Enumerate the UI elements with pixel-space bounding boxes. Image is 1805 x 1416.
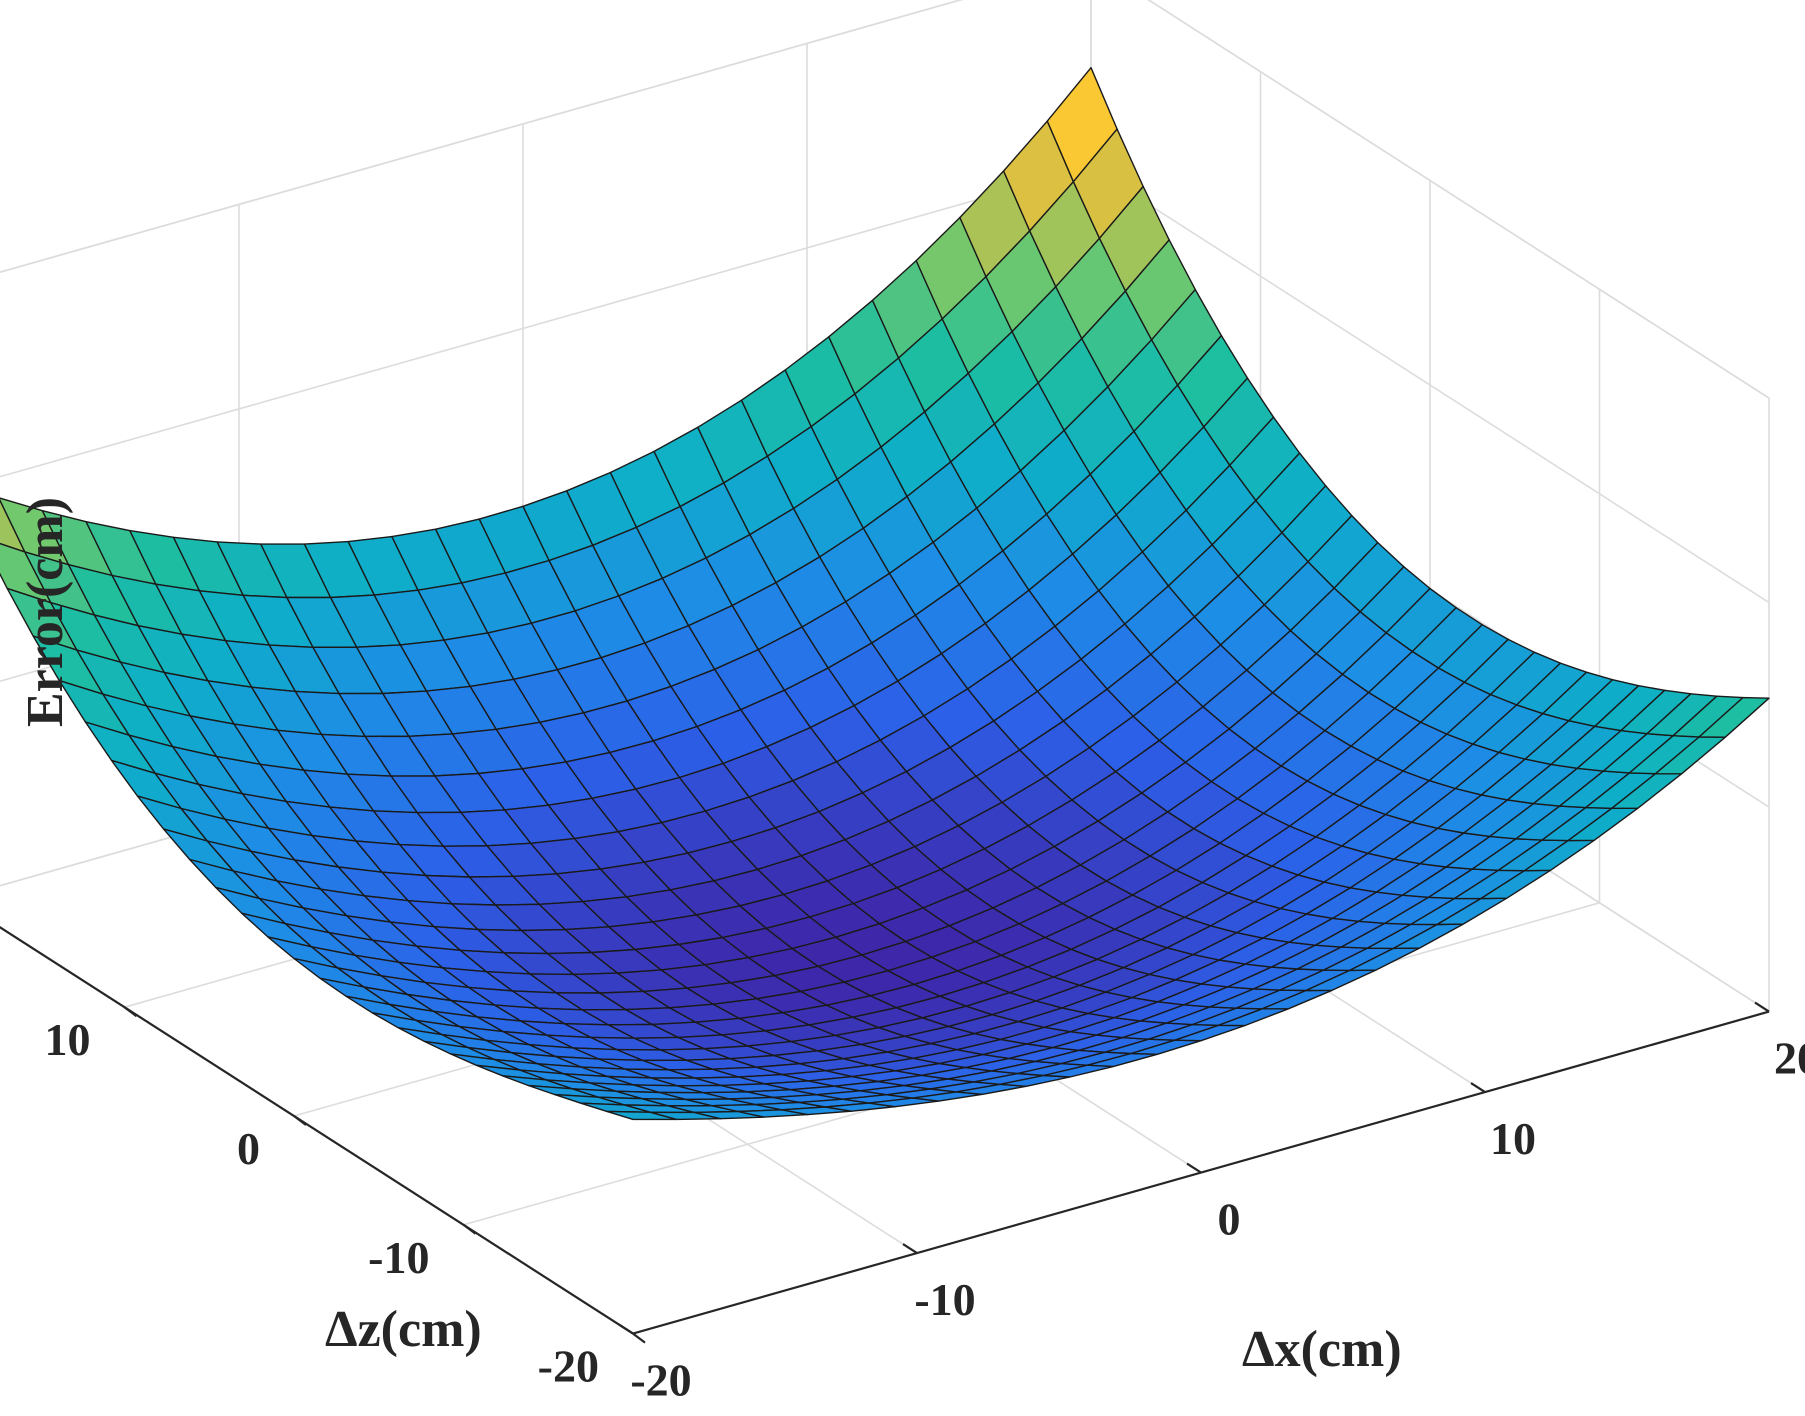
surface-mesh [0,66,1770,1121]
y-tick-label: -10 [368,1232,429,1283]
x-tick-label: -20 [630,1355,691,1406]
axis-labels: Error(cm) Δz(cm) Δx(cm) [17,497,1402,1378]
y-tick-label: 10 [45,1014,91,1065]
box-edge [0,0,964,273]
x-tick-label: 0 [1218,1194,1241,1245]
y-tick [123,1006,138,1018]
x-tick [1470,1082,1486,1094]
z-axis-title: Error(cm) [17,497,74,727]
x-tick [618,1323,634,1335]
back-wall-gridline [0,0,964,273]
y-tick [462,1223,477,1235]
y-tick-label: 0 [237,1123,260,1174]
y-tick [632,1332,646,1344]
side-wall-gridline [1090,166,1770,604]
back-wall-gridline [0,166,1092,478]
x-tick-label: 20 [1774,1033,1805,1084]
x-axis-title: Δx(cm) [1242,1321,1402,1378]
y-axis-title: Δz(cm) [325,1301,482,1358]
x-tick-label: -10 [914,1274,975,1325]
surface-quad [1698,696,1770,738]
x-tick [1186,1162,1202,1174]
axes: 00.511.5-20-1001020-20-1001020 [0,925,1805,1406]
y-tick [293,1115,307,1126]
x-tick [1754,1001,1770,1013]
x-tick [902,1243,918,1255]
y-tick-label: -20 [538,1341,599,1392]
x-tick-label: 10 [1490,1113,1536,1164]
box-edge [1147,0,1770,399]
